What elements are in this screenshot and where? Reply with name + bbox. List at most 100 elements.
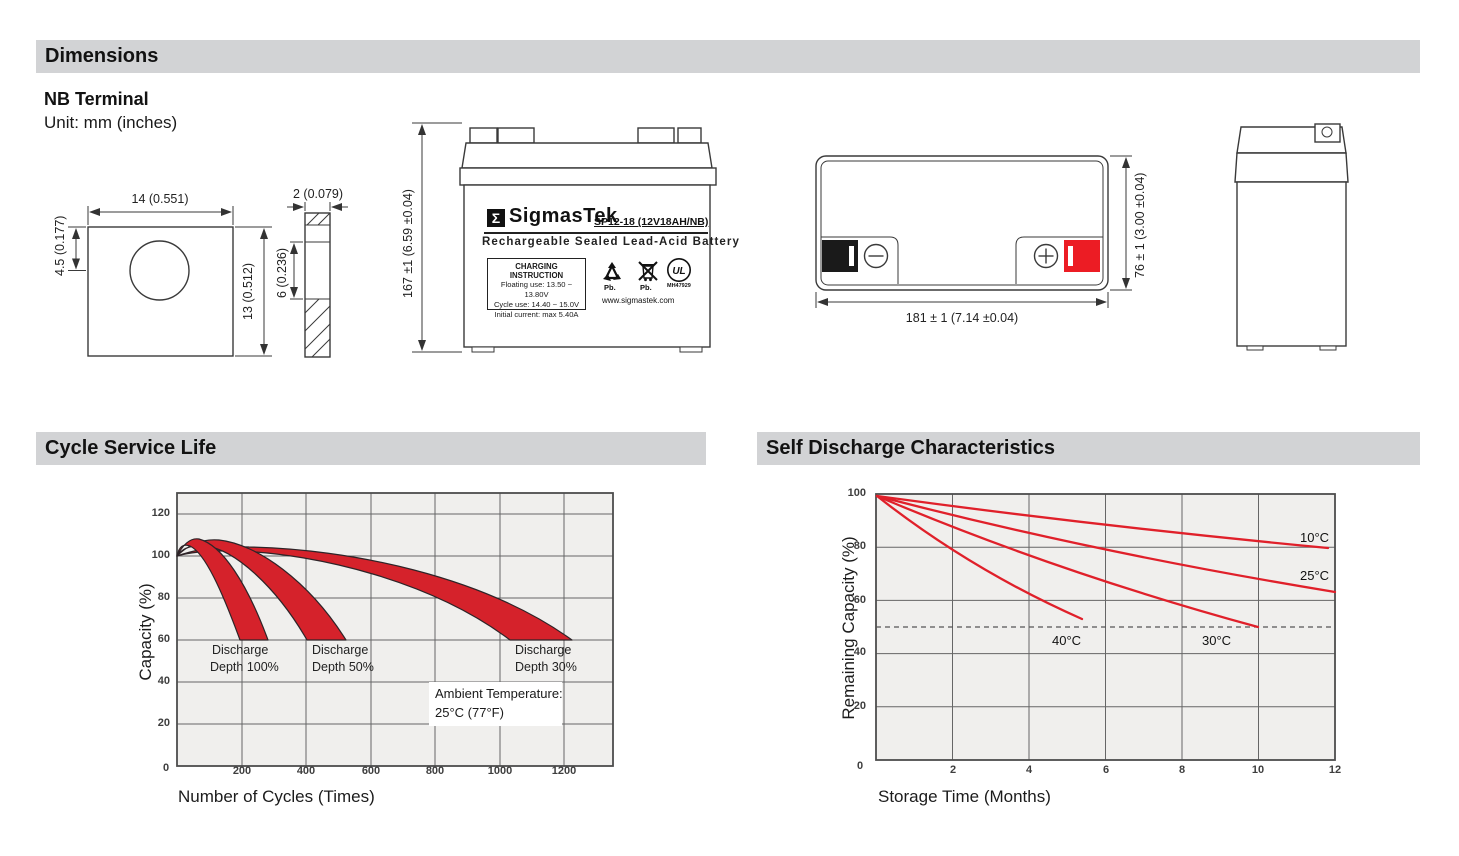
cycle-ylabel: Capacity (%) bbox=[136, 583, 155, 681]
dimensions-section-title: Dimensions bbox=[45, 45, 159, 67]
band-depth-100 bbox=[176, 538, 269, 641]
cycle-xtick-800: 800 bbox=[425, 765, 445, 777]
line-40c bbox=[875, 494, 1084, 621]
self-discharge-section-title: Self Discharge Characteristics bbox=[766, 437, 1056, 459]
sd-xtick-10: 10 bbox=[1251, 764, 1265, 776]
label-10c: 10°C bbox=[1300, 530, 1329, 545]
self-discharge-chart: 10°C 25°C 40°C 30°C bbox=[875, 493, 1337, 761]
cycle-ytick-100: 100 bbox=[151, 549, 170, 561]
battery-side-view bbox=[1234, 123, 1349, 351]
nb-terminal-subtitle: NB Terminal bbox=[44, 89, 149, 109]
sd-xtick-2: 2 bbox=[949, 764, 957, 776]
dim-terminal-hole: 6 (0.236) bbox=[275, 248, 289, 298]
sd-ytick-20: 20 bbox=[853, 700, 866, 712]
ann-depth50-line1: Discharge bbox=[312, 643, 368, 657]
dim-top-width: 181 ± 1 (7.14 ±0.04) bbox=[906, 311, 1018, 325]
dim-terminal-height: 13 (0.512) bbox=[241, 263, 255, 320]
cycle-life-section-header: Cycle Service Life bbox=[36, 432, 706, 465]
battery-type-text: Rechargeable Sealed Lead-Acid Battery bbox=[482, 236, 741, 248]
line-30c bbox=[875, 494, 1260, 629]
ann-depth50-line2: Depth 50% bbox=[312, 660, 374, 674]
battery-lid bbox=[459, 167, 717, 186]
crossed-bin-pb-icon bbox=[638, 261, 658, 282]
sigma-logo-icon: Σ bbox=[487, 209, 505, 227]
terminal-hole bbox=[129, 240, 190, 301]
cycle-xtick-1200: 1200 bbox=[551, 765, 577, 777]
sd-ytick-100: 100 bbox=[847, 487, 866, 499]
battery-front-view: 167 ±1 (6.59 ±0.04) bbox=[401, 122, 717, 353]
ambient-note-line2: 25°C (77°F) bbox=[435, 705, 504, 720]
dim-front-height: 167 ±1 (6.59 ±0.04) bbox=[401, 189, 415, 298]
cycle-life-section-title: Cycle Service Life bbox=[45, 437, 217, 459]
terminal-plate-front bbox=[87, 226, 234, 357]
cycle-ytick-20: 20 bbox=[157, 717, 170, 729]
charging-line-2: Cycle use: 14.40 ~ 15.0V bbox=[493, 299, 580, 309]
ann-depth100-line2: Depth 100% bbox=[210, 660, 279, 674]
sd-ylabel: Remaining Capacity (%) bbox=[839, 536, 858, 720]
ann-depth100-line1: Discharge bbox=[212, 643, 268, 657]
pb-bin-text: Pb. bbox=[640, 283, 652, 292]
ul-mark-icon: UL bbox=[667, 258, 691, 282]
sd-xlabel: Storage Time (Months) bbox=[878, 787, 1051, 806]
label-25c: 25°C bbox=[1300, 568, 1329, 583]
cycle-xtick-200: 200 bbox=[232, 765, 252, 777]
minus-symbol-icon bbox=[863, 243, 889, 269]
dim-terminal-hole-offset: 4.5 (0.177) bbox=[53, 216, 67, 276]
label-divider bbox=[484, 232, 708, 234]
plus-symbol-icon bbox=[1033, 243, 1059, 269]
sd-xtick-8: 8 bbox=[1178, 764, 1186, 776]
line-10c bbox=[875, 494, 1330, 550]
svg-text:UL: UL bbox=[672, 266, 685, 277]
cycle-ytick-80: 80 bbox=[157, 591, 170, 603]
ambient-note-box bbox=[429, 682, 562, 726]
line-25c bbox=[875, 494, 1337, 594]
sd-ytick-60: 60 bbox=[853, 594, 866, 606]
charging-line-1: Floating use: 13.50 ~ 13.80V bbox=[500, 280, 573, 299]
cycle-origin-zero: 0 bbox=[163, 762, 170, 774]
charging-instruction-box: CHARGING INSTRUCTION Floating use: 13.50… bbox=[487, 258, 586, 319]
ambient-note-line1: Ambient Temperature: bbox=[435, 686, 563, 701]
sd-ytick-80: 80 bbox=[853, 540, 866, 552]
sd-xtick-6: 6 bbox=[1102, 764, 1110, 776]
pb-recycle-text: Pb. bbox=[604, 283, 616, 292]
charging-line-3: Initial current: max 5.40A bbox=[494, 309, 579, 319]
left-terminal-well bbox=[821, 236, 899, 284]
model-number: SP12-18 (12V18AH/NB) bbox=[594, 216, 709, 228]
cycle-life-chart: Discharge Depth 100% Discharge Depth 50%… bbox=[176, 492, 614, 767]
sd-ytick-40: 40 bbox=[853, 646, 866, 658]
hatch-bottom bbox=[304, 298, 331, 358]
terminal-drawing: 14 (0.551) 4.5 (0.177) 13 (0.512) 2 (0.0… bbox=[53, 187, 348, 358]
self-discharge-section-header: Self Discharge Characteristics bbox=[757, 432, 1420, 465]
label-40c: 40°C bbox=[1052, 633, 1081, 648]
sd-xtick-12: 12 bbox=[1328, 764, 1342, 776]
cycle-ytick-60: 60 bbox=[157, 633, 170, 645]
dim-terminal-width: 14 (0.551) bbox=[132, 192, 189, 206]
ann-depth30-line1: Discharge bbox=[515, 643, 571, 657]
ul-file-number: MH47929 bbox=[667, 283, 691, 289]
dim-top-depth: 76 ± 1 (3.00 ±0.04) bbox=[1133, 173, 1147, 278]
charging-title: CHARGING INSTRUCTION bbox=[509, 262, 564, 280]
right-terminal-well bbox=[1015, 236, 1103, 284]
cycle-xtick-400: 400 bbox=[296, 765, 316, 777]
battery-top-view: 181 ± 1 (7.14 ±0.04) 76 ± 1 (3.00 ±0.04) bbox=[815, 155, 1147, 325]
cycle-xlabel: Number of Cycles (Times) bbox=[178, 787, 375, 806]
battery-cap bbox=[461, 142, 713, 169]
website-text: www.sigmastek.com bbox=[602, 296, 675, 305]
cycle-ytick-40: 40 bbox=[157, 675, 170, 687]
dim-terminal-thickness: 2 (0.079) bbox=[293, 187, 343, 201]
brand-name: SigmasTek bbox=[509, 205, 618, 227]
sd-origin-zero: 0 bbox=[857, 760, 864, 772]
battery-label: Σ SigmasTek SP12-18 (12V18AH/NB) Recharg… bbox=[482, 195, 741, 320]
ann-depth30-line2: Depth 30% bbox=[515, 660, 577, 674]
cycle-ytick-120: 120 bbox=[151, 507, 170, 519]
cycle-xtick-600: 600 bbox=[361, 765, 381, 777]
hatch-top bbox=[306, 212, 331, 226]
unit-note: Unit: mm (inches) bbox=[44, 113, 178, 132]
recycle-pb-icon bbox=[603, 262, 621, 281]
dimensions-section-header: Dimensions bbox=[36, 40, 1420, 73]
cycle-xtick-1000: 1000 bbox=[487, 765, 513, 777]
sd-xtick-4: 4 bbox=[1025, 764, 1033, 776]
label-30c: 30°C bbox=[1202, 633, 1231, 648]
terminal-plate-side bbox=[304, 212, 331, 358]
